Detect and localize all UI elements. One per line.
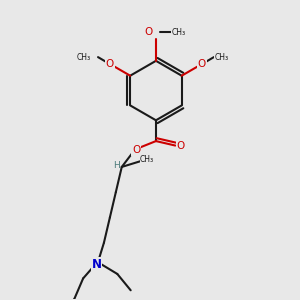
Text: N: N: [92, 258, 101, 271]
Text: CH₃: CH₃: [140, 155, 154, 164]
Text: O: O: [144, 27, 153, 37]
Text: O: O: [132, 145, 140, 155]
Text: O: O: [176, 140, 185, 151]
Text: O: O: [106, 59, 114, 69]
Text: H: H: [113, 161, 120, 170]
Text: CH₃: CH₃: [171, 28, 185, 37]
Text: O: O: [198, 59, 206, 69]
Text: CH₃: CH₃: [214, 52, 228, 62]
Text: CH₃: CH₃: [76, 52, 91, 62]
